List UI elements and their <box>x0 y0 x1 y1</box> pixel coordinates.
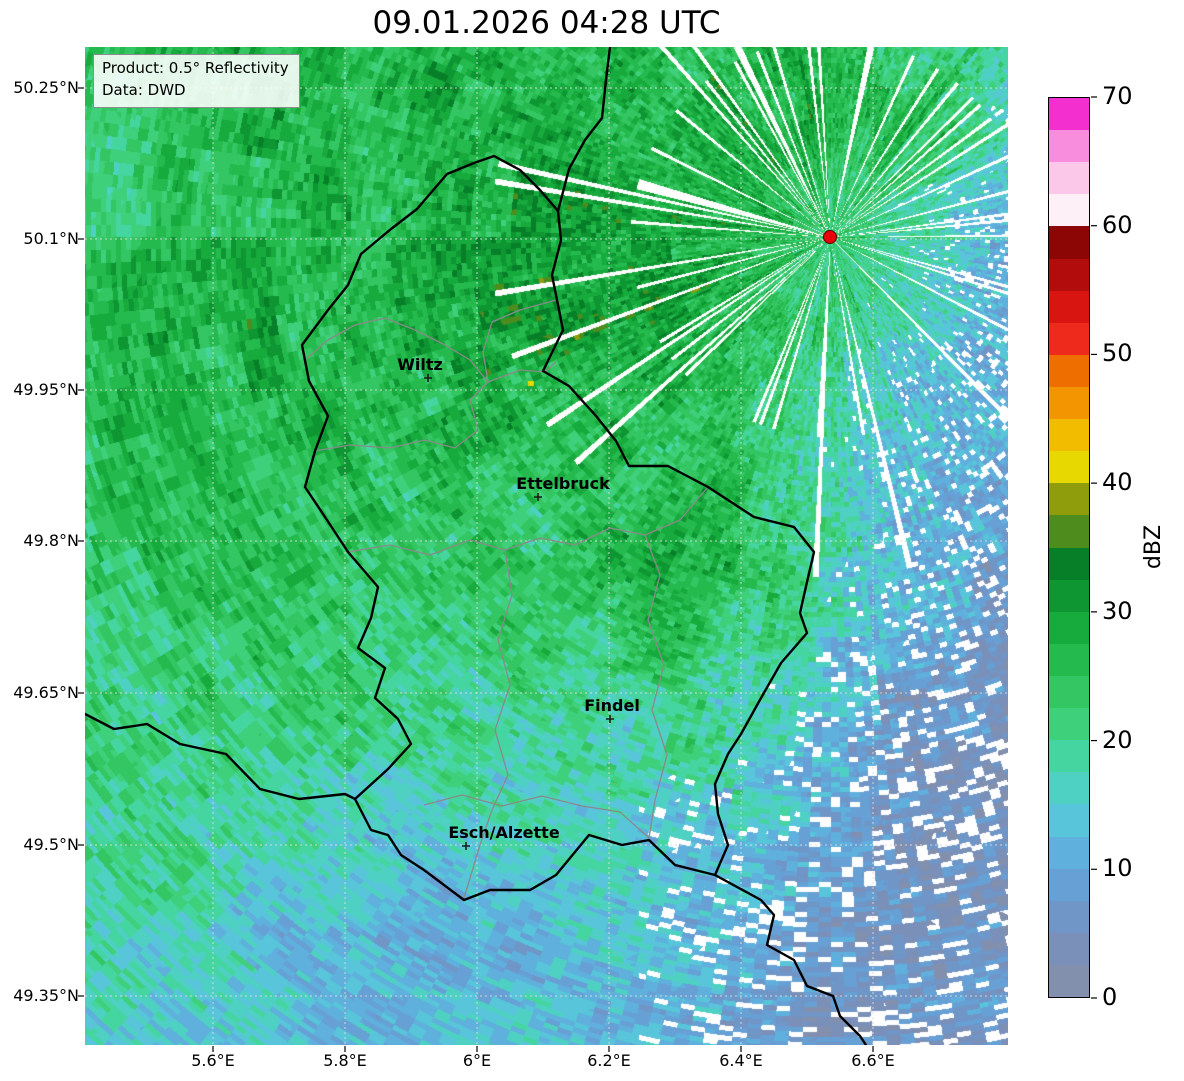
colorbar-segment <box>1049 322 1089 355</box>
y-axis-tick-label: 49.8°N <box>23 531 79 550</box>
product-label: Product: 0.5° Reflectivity <box>102 59 289 77</box>
y-axis-tick-label: 49.5°N <box>23 835 79 854</box>
map-area: Wiltz Ettelbruck Findel Esch/Alzette Produc… <box>85 47 1008 1045</box>
colorbar-unit-label-wrap: dBZ <box>1108 502 1184 592</box>
colorbar-segment <box>1049 740 1089 773</box>
colorbar-segment <box>1049 611 1089 644</box>
colorbar-segment <box>1049 772 1089 805</box>
colorbar-segment <box>1049 483 1089 516</box>
colorbar-segment <box>1049 579 1089 612</box>
colorbar-segment <box>1049 932 1089 965</box>
data-source-label: Data: DWD <box>102 80 186 99</box>
y-axis-tick-label: 49.65°N <box>13 683 79 702</box>
colorbar-segment <box>1049 547 1089 580</box>
colorbar-segment <box>1049 258 1089 291</box>
x-axis-tick-label: 6°E <box>462 1051 492 1070</box>
colorbar-segment <box>1049 162 1089 195</box>
colorbar-segment <box>1049 226 1089 259</box>
colorbar-segment <box>1049 130 1089 163</box>
product-info-box: Product: 0.5° Reflectivity Data: DWD <box>93 54 300 108</box>
colorbar-segment <box>1049 900 1089 933</box>
colorbar-segment <box>1049 643 1089 676</box>
figure-title: 09.01.2026 04:28 UTC <box>372 5 721 41</box>
x-axis-tick-label: 6.2°E <box>587 1051 631 1070</box>
colorbar-segment <box>1049 98 1089 131</box>
colorbar-segment <box>1049 868 1089 901</box>
colorbar-segment <box>1049 675 1089 709</box>
colorbar-tick-label: 70 <box>1102 82 1133 110</box>
colorbar-segment <box>1049 386 1089 420</box>
colorbar-tick-label: 10 <box>1102 854 1133 883</box>
colorbar-segment <box>1049 964 1089 998</box>
radar-echo-canvas <box>85 47 1008 1045</box>
colorbar <box>1048 97 1090 998</box>
colorbar-segment <box>1049 451 1089 484</box>
x-axis-tick-label: 6.6°E <box>851 1051 895 1070</box>
colorbar-tick-label: 60 <box>1102 210 1133 239</box>
colorbar-tick-label: 20 <box>1102 725 1133 754</box>
colorbar-tick-label: 30 <box>1102 596 1133 625</box>
colorbar-segment <box>1049 708 1089 741</box>
y-axis-tick-label: 50.25°N <box>13 78 79 97</box>
x-axis-tick-label: 5.6°E <box>191 1051 235 1070</box>
colorbar-tick-label: 0 <box>1102 983 1118 1011</box>
x-axis-tick-label: 5.8°E <box>323 1051 367 1070</box>
x-axis-tick-label: 6.4°E <box>719 1051 763 1070</box>
y-axis-tick-label: 49.95°N <box>13 380 79 399</box>
colorbar-segment <box>1049 290 1089 323</box>
colorbar-segment <box>1049 354 1089 387</box>
colorbar-segment <box>1049 194 1089 227</box>
colorbar-tick-label: 40 <box>1102 468 1133 497</box>
colorbar-segment <box>1049 836 1089 869</box>
colorbar-segment <box>1049 419 1089 452</box>
colorbar-segment <box>1049 515 1089 548</box>
colorbar-unit-label: dBZ <box>1140 524 1166 570</box>
colorbar-segment <box>1049 804 1089 837</box>
y-axis-tick-label: 49.35°N <box>13 986 79 1005</box>
y-axis-tick-label: 50.1°N <box>23 229 79 248</box>
colorbar-tick-label: 50 <box>1102 339 1133 368</box>
